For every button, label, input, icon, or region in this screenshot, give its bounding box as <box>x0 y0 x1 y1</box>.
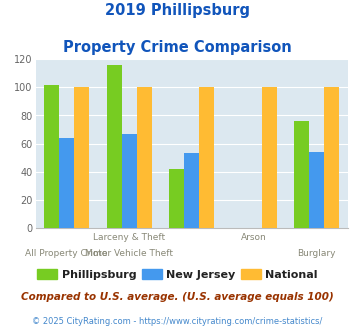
Bar <box>169 169 184 228</box>
Bar <box>199 87 214 228</box>
Text: Motor Vehicle Theft: Motor Vehicle Theft <box>85 249 173 258</box>
Bar <box>262 87 277 228</box>
Text: Compared to U.S. average. (U.S. average equals 100): Compared to U.S. average. (U.S. average … <box>21 292 334 302</box>
Bar <box>122 134 137 228</box>
Bar <box>137 87 152 228</box>
Text: 2019 Phillipsburg: 2019 Phillipsburg <box>105 3 250 18</box>
Text: All Property Crime: All Property Crime <box>26 249 108 258</box>
Legend: Phillipsburg, New Jersey, National: Phillipsburg, New Jersey, National <box>33 265 322 284</box>
Bar <box>74 87 89 228</box>
Bar <box>294 121 309 228</box>
Text: Larceny & Theft: Larceny & Theft <box>93 233 165 242</box>
Text: Burglary: Burglary <box>297 249 336 258</box>
Text: Arson: Arson <box>241 233 267 242</box>
Bar <box>324 87 339 228</box>
Bar <box>107 65 122 228</box>
Bar <box>59 138 74 228</box>
Text: © 2025 CityRating.com - https://www.cityrating.com/crime-statistics/: © 2025 CityRating.com - https://www.city… <box>32 317 323 326</box>
Bar <box>184 153 199 228</box>
Bar <box>44 84 59 228</box>
Text: Property Crime Comparison: Property Crime Comparison <box>63 40 292 54</box>
Bar <box>309 152 324 228</box>
